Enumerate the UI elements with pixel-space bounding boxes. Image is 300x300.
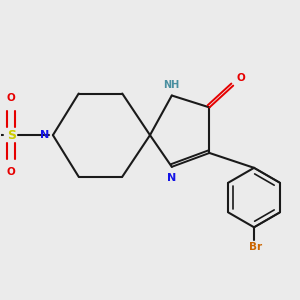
Text: N: N — [167, 173, 176, 183]
Text: S: S — [7, 129, 16, 142]
Text: O: O — [236, 73, 245, 82]
Text: N: N — [40, 130, 49, 140]
Text: NH: NH — [163, 80, 179, 90]
Text: O: O — [7, 93, 16, 103]
Text: Br: Br — [249, 242, 262, 252]
Text: O: O — [7, 167, 16, 177]
